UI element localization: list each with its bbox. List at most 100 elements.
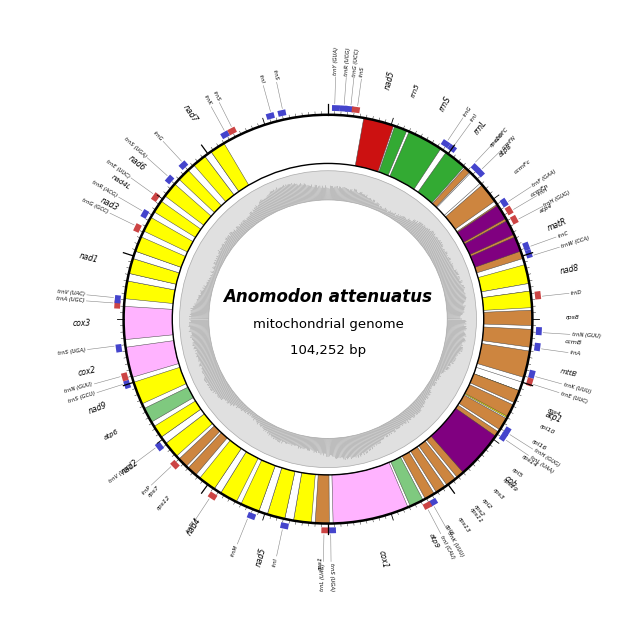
- Text: nad8: nad8: [560, 264, 580, 276]
- Wedge shape: [355, 118, 394, 172]
- Wedge shape: [528, 370, 536, 379]
- Wedge shape: [188, 433, 227, 475]
- Wedge shape: [470, 237, 521, 267]
- Text: nad5: nad5: [253, 547, 268, 568]
- Text: trnM: trnM: [230, 545, 239, 558]
- Text: rrnS: rrnS: [437, 94, 452, 112]
- Text: rps10: rps10: [489, 131, 504, 148]
- Text: trnL (UAG): trnL (UAG): [321, 563, 326, 591]
- Wedge shape: [332, 105, 340, 111]
- Wedge shape: [179, 426, 220, 466]
- Text: cox2: cox2: [77, 365, 97, 378]
- Wedge shape: [221, 452, 258, 502]
- Wedge shape: [154, 401, 201, 437]
- Wedge shape: [484, 310, 532, 325]
- Text: trnA (UGC): trnA (UGC): [56, 296, 84, 303]
- Text: ccmFN: ccmFN: [501, 135, 517, 150]
- Text: rpl16: rpl16: [531, 439, 547, 452]
- Wedge shape: [411, 447, 445, 492]
- Wedge shape: [534, 291, 541, 300]
- Text: ccmFn: ccmFn: [529, 183, 550, 198]
- Wedge shape: [115, 295, 121, 303]
- Text: rpl10: rpl10: [539, 423, 556, 435]
- Wedge shape: [241, 460, 275, 511]
- Text: rps3: rps3: [492, 487, 505, 501]
- Wedge shape: [379, 126, 407, 176]
- Wedge shape: [433, 428, 474, 470]
- Text: trnS: trnS: [211, 90, 221, 102]
- Wedge shape: [277, 109, 287, 117]
- Text: trnN (GUU): trnN (GUU): [64, 382, 93, 394]
- Text: rps8: rps8: [566, 315, 579, 320]
- Wedge shape: [133, 223, 142, 233]
- Wedge shape: [434, 428, 474, 469]
- Text: mitochondrial genome: mitochondrial genome: [253, 317, 403, 331]
- Wedge shape: [391, 457, 423, 506]
- Text: rps12: rps12: [156, 495, 172, 511]
- Text: rrn5: rrn5: [410, 82, 420, 99]
- Wedge shape: [144, 387, 193, 422]
- Text: trnV (UAC): trnV (UAC): [108, 463, 134, 484]
- Text: trnN (GUU): trnN (GUU): [572, 332, 601, 339]
- Wedge shape: [433, 167, 470, 207]
- Wedge shape: [536, 327, 542, 336]
- Wedge shape: [129, 258, 179, 284]
- Wedge shape: [478, 265, 529, 292]
- Wedge shape: [477, 344, 530, 377]
- Wedge shape: [227, 126, 237, 135]
- Text: Anomodon attenuatus: Anomodon attenuatus: [223, 288, 433, 307]
- Wedge shape: [351, 106, 360, 113]
- Wedge shape: [500, 198, 509, 207]
- Wedge shape: [441, 139, 451, 149]
- Wedge shape: [164, 174, 174, 185]
- Text: nad2: nad2: [120, 458, 140, 477]
- Wedge shape: [431, 408, 495, 473]
- Wedge shape: [115, 344, 122, 353]
- Wedge shape: [294, 473, 316, 523]
- Wedge shape: [476, 167, 485, 178]
- Wedge shape: [510, 215, 519, 224]
- Wedge shape: [470, 163, 481, 173]
- Wedge shape: [345, 106, 353, 112]
- Wedge shape: [124, 115, 532, 523]
- Text: trnK: trnK: [203, 94, 212, 106]
- Wedge shape: [143, 217, 193, 252]
- Text: trnE (UUC): trnE (UUC): [560, 391, 588, 404]
- Wedge shape: [481, 283, 531, 298]
- Text: mttB: mttB: [559, 368, 577, 378]
- Text: atp4: atp4: [538, 203, 554, 214]
- Wedge shape: [161, 409, 204, 444]
- Text: trnE (UUC): trnE (UUC): [106, 159, 131, 179]
- Wedge shape: [402, 452, 435, 499]
- Wedge shape: [246, 512, 256, 520]
- Wedge shape: [522, 241, 531, 251]
- Text: rpl6: rpl6: [444, 524, 454, 537]
- Wedge shape: [205, 152, 239, 195]
- Wedge shape: [268, 468, 295, 519]
- Wedge shape: [179, 170, 221, 212]
- Text: trnS (UGA): trnS (UGA): [58, 348, 86, 356]
- Wedge shape: [124, 307, 173, 339]
- Text: rps2: rps2: [473, 504, 485, 518]
- Text: trnD: trnD: [571, 289, 582, 296]
- Text: trnA: trnA: [570, 350, 581, 357]
- Text: nad6: nad6: [126, 154, 147, 173]
- Text: trnP: trnP: [186, 521, 195, 533]
- Text: trnI: trnI: [272, 557, 278, 568]
- Wedge shape: [114, 300, 120, 308]
- Wedge shape: [134, 367, 186, 404]
- Text: atp9: atp9: [428, 532, 440, 549]
- Text: rrnL: rrnL: [472, 119, 489, 136]
- Text: trnS (GCU): trnS (GCU): [68, 391, 96, 404]
- Wedge shape: [390, 131, 441, 189]
- Text: trnG: trnG: [152, 130, 164, 142]
- Wedge shape: [340, 106, 348, 112]
- Wedge shape: [482, 291, 532, 310]
- Wedge shape: [465, 388, 511, 418]
- Text: ccmFc: ccmFc: [513, 158, 532, 174]
- Text: ccmB: ccmB: [564, 339, 582, 346]
- Text: trnR (ACG): trnR (ACG): [92, 180, 118, 198]
- Wedge shape: [458, 205, 506, 243]
- Wedge shape: [125, 281, 175, 303]
- Text: trnS: trnS: [271, 70, 278, 81]
